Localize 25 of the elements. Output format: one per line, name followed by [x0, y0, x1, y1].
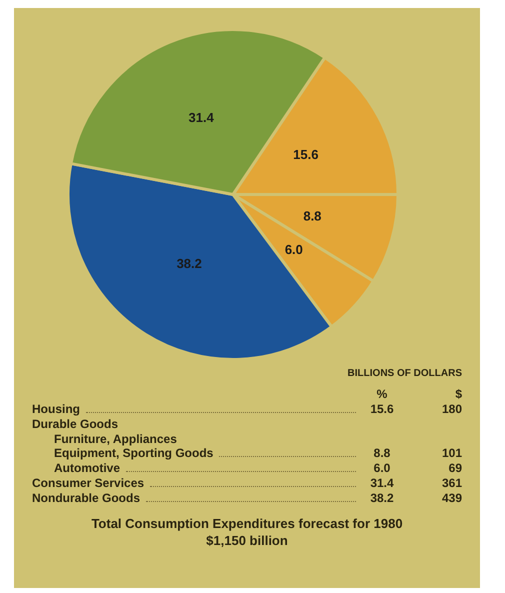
text: %: [376, 387, 388, 401]
data-label: 8.8: [303, 208, 322, 224]
data-label: 180: [440, 402, 462, 416]
category-label: Nondurable Goods: [32, 491, 140, 505]
category-label: Consumer Services: [32, 476, 144, 490]
text: Durable Goods: [32, 417, 118, 431]
data-label: 8.8: [372, 446, 392, 460]
data-label: 69: [448, 461, 462, 475]
category-label: Furniture, Appliances Equipment, Sporting Goods: [53, 432, 214, 460]
data-label: 15.6: [369, 402, 395, 416]
data-label: 38.2: [369, 491, 395, 505]
text: BILLIONS OF DOLLARS: [346, 368, 462, 379]
data-label: 31.4: [188, 110, 215, 125]
data-label: 361: [440, 476, 462, 490]
data-label: 6.0: [372, 461, 392, 475]
data-label: 15.6: [293, 147, 318, 162]
category-label: Housing: [32, 402, 80, 416]
category-label: Automotive: [53, 461, 120, 475]
data-label: 31.4: [369, 476, 395, 490]
data-label: 101: [440, 446, 462, 460]
data-label: 6.0: [284, 242, 303, 257]
data-label: 38.2: [176, 256, 202, 272]
data-label: 439: [440, 491, 462, 505]
text: Total Consumption Expenditures forecast for 1980 $1,150 billion: [90, 515, 404, 549]
text: $: [454, 387, 462, 401]
